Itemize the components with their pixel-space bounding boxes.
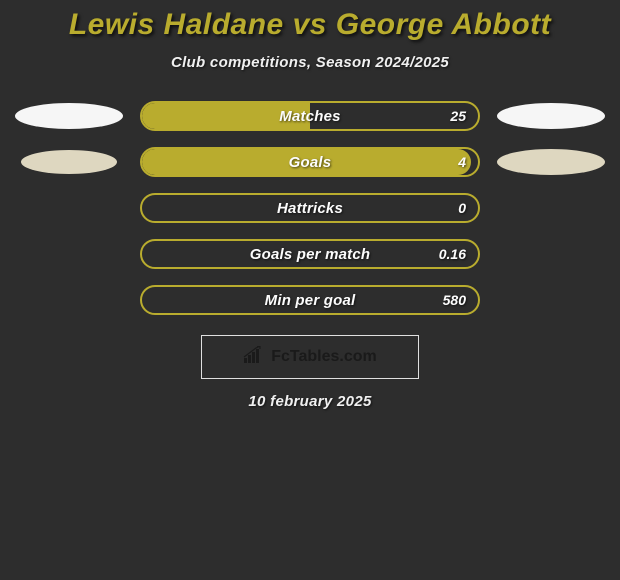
stat-bar: Hattricks0 (140, 193, 480, 223)
stat-row: Goals4 (0, 147, 620, 177)
right-ellipse (497, 149, 605, 175)
stat-bar: Goals4 (140, 147, 480, 177)
left-ellipse (15, 103, 123, 129)
logo-text: FcTables.com (271, 348, 377, 366)
stat-label: Goals per match (142, 241, 478, 267)
stat-row: Matches25 (0, 101, 620, 131)
bar-chart-icon (243, 346, 265, 369)
logo-box: FcTables.com (201, 335, 419, 379)
stat-value: 0 (458, 195, 466, 221)
right-ellipse (497, 103, 605, 129)
subtitle: Club competitions, Season 2024/2025 (0, 54, 620, 71)
stat-row: Goals per match0.16 (0, 239, 620, 269)
stat-row: Min per goal580 (0, 285, 620, 315)
stats-rows: Matches25 Goals4 Hattricks0 Goals per match… (0, 101, 620, 315)
stat-label: Goals (142, 149, 478, 175)
stat-value: 4 (458, 149, 466, 175)
footer-date: 10 february 2025 (0, 393, 620, 410)
stat-value: 0.16 (439, 241, 466, 267)
left-ellipse-slot (10, 150, 128, 174)
page-title: Lewis Haldane vs George Abbott (0, 8, 620, 42)
right-ellipse-slot (492, 103, 610, 129)
stat-bar: Min per goal580 (140, 285, 480, 315)
stat-bar: Goals per match0.16 (140, 239, 480, 269)
left-ellipse (21, 150, 117, 174)
stat-bar: Matches25 (140, 101, 480, 131)
stat-label: Matches (142, 103, 478, 129)
infographic-container: Lewis Haldane vs George Abbott Club comp… (0, 0, 620, 410)
stat-value: 580 (443, 287, 466, 313)
right-ellipse-slot (492, 149, 610, 175)
stat-label: Hattricks (142, 195, 478, 221)
stat-value: 25 (450, 103, 466, 129)
stat-label: Min per goal (142, 287, 478, 313)
stat-row: Hattricks0 (0, 193, 620, 223)
left-ellipse-slot (10, 103, 128, 129)
